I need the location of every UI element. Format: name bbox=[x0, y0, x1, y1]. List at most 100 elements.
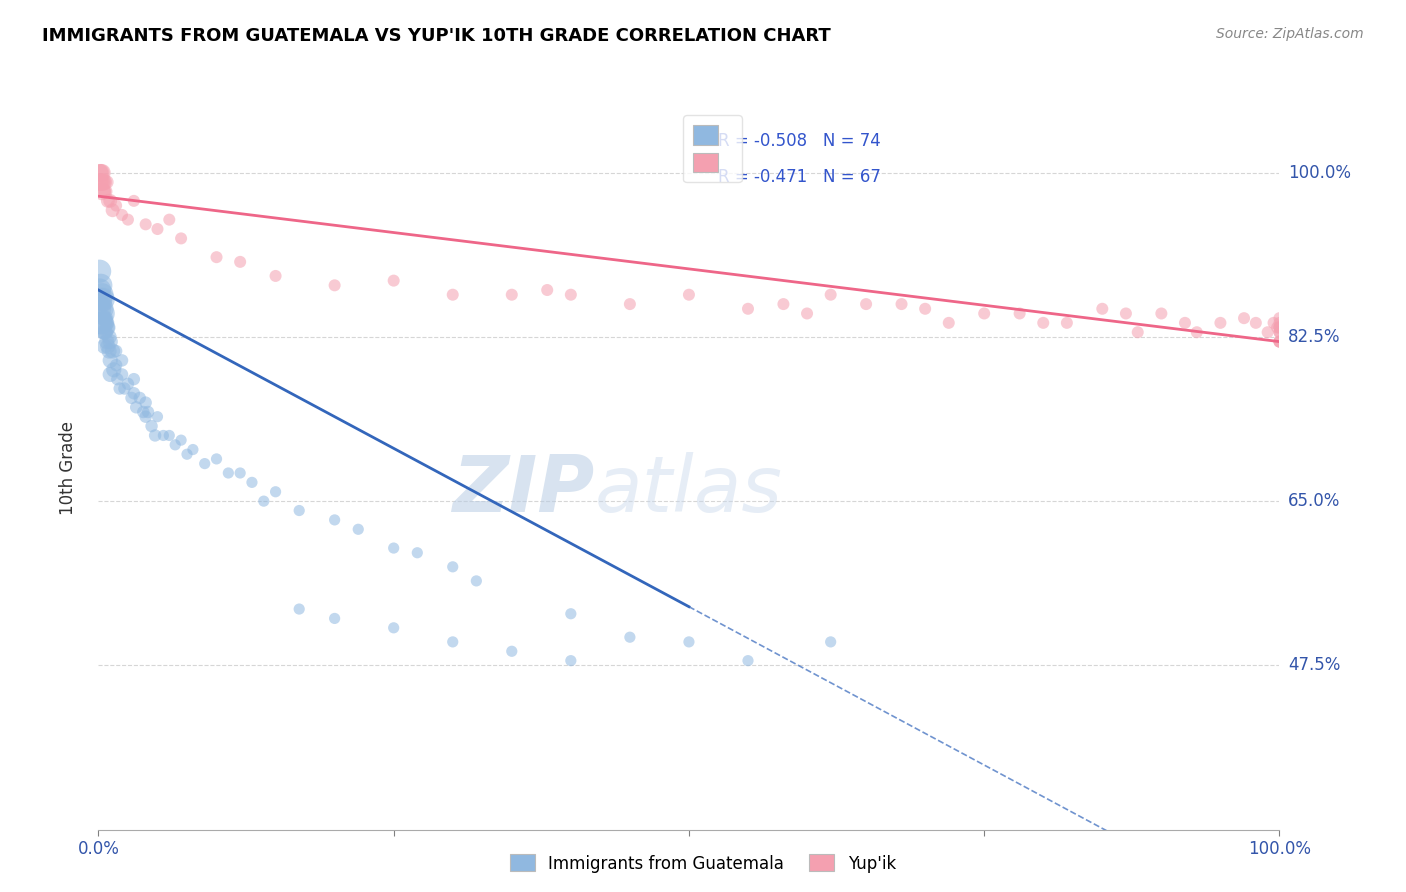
Point bbox=[96, 334, 118, 349]
Point bbox=[1268, 325, 1291, 339]
Point bbox=[128, 391, 150, 405]
Point bbox=[93, 339, 115, 353]
Point bbox=[89, 264, 111, 278]
Point bbox=[973, 306, 995, 320]
Text: IMMIGRANTS FROM GUATEMALA VS YUP'IK 10TH GRADE CORRELATION CHART: IMMIGRANTS FROM GUATEMALA VS YUP'IK 10TH… bbox=[42, 27, 831, 45]
Point bbox=[98, 368, 121, 382]
Text: 82.5%: 82.5% bbox=[1288, 328, 1340, 346]
Legend: , : , bbox=[683, 115, 742, 182]
Point bbox=[96, 175, 118, 189]
Point bbox=[1091, 301, 1114, 316]
Point bbox=[347, 522, 370, 536]
Point bbox=[194, 457, 217, 471]
Point bbox=[406, 546, 429, 560]
Y-axis label: 10th Grade: 10th Grade bbox=[59, 421, 77, 516]
Point bbox=[94, 325, 117, 339]
Point bbox=[117, 376, 139, 391]
Text: 100.0%: 100.0% bbox=[1288, 164, 1351, 182]
Point bbox=[98, 194, 121, 208]
Point bbox=[91, 293, 114, 307]
Point bbox=[855, 297, 877, 311]
Point bbox=[90, 316, 112, 330]
Point bbox=[205, 250, 228, 264]
Point bbox=[240, 475, 263, 490]
Point bbox=[98, 334, 121, 349]
Point bbox=[1268, 334, 1291, 349]
Point bbox=[890, 297, 912, 311]
Point bbox=[253, 494, 276, 508]
Point bbox=[122, 194, 145, 208]
Point bbox=[157, 212, 180, 227]
Point bbox=[1268, 320, 1291, 334]
Point bbox=[165, 438, 187, 452]
Point bbox=[93, 325, 115, 339]
Point bbox=[91, 316, 114, 330]
Point bbox=[97, 194, 120, 208]
Point bbox=[89, 175, 111, 189]
Point bbox=[135, 409, 157, 424]
Point bbox=[560, 287, 582, 301]
Point bbox=[619, 630, 641, 644]
Point bbox=[1150, 306, 1173, 320]
Point bbox=[91, 301, 114, 316]
Point bbox=[1126, 325, 1149, 339]
Point bbox=[229, 255, 252, 269]
Text: 47.5%: 47.5% bbox=[1288, 657, 1340, 674]
Point bbox=[678, 287, 700, 301]
Point bbox=[382, 274, 405, 288]
Point bbox=[796, 306, 818, 320]
Point bbox=[678, 635, 700, 649]
Point bbox=[441, 635, 464, 649]
Point bbox=[105, 372, 128, 386]
Point bbox=[143, 428, 166, 442]
Point bbox=[181, 442, 204, 457]
Point bbox=[96, 316, 118, 330]
Point bbox=[772, 297, 794, 311]
Text: atlas: atlas bbox=[595, 452, 782, 528]
Point bbox=[1008, 306, 1031, 320]
Point bbox=[90, 278, 112, 293]
Point bbox=[89, 301, 111, 316]
Text: ZIP: ZIP bbox=[453, 452, 595, 528]
Point bbox=[90, 293, 112, 307]
Point bbox=[91, 175, 114, 189]
Point bbox=[170, 433, 193, 447]
Point bbox=[105, 358, 128, 372]
Point bbox=[914, 301, 936, 316]
Point bbox=[382, 541, 405, 555]
Point bbox=[105, 198, 128, 212]
Point bbox=[98, 353, 121, 368]
Point bbox=[121, 391, 143, 405]
Point bbox=[264, 484, 287, 499]
Point bbox=[91, 185, 114, 199]
Point bbox=[441, 559, 464, 574]
Point bbox=[101, 344, 124, 359]
Point bbox=[1268, 316, 1291, 330]
Text: 65.0%: 65.0% bbox=[1288, 492, 1340, 510]
Point bbox=[105, 344, 128, 359]
Point bbox=[91, 306, 114, 320]
Point bbox=[1257, 325, 1279, 339]
Point bbox=[97, 339, 120, 353]
Point bbox=[89, 166, 111, 180]
Point bbox=[117, 212, 139, 227]
Point bbox=[103, 363, 125, 377]
Point bbox=[146, 409, 169, 424]
Point bbox=[94, 185, 117, 199]
Point bbox=[1268, 334, 1291, 349]
Point bbox=[90, 166, 112, 180]
Point bbox=[1209, 316, 1232, 330]
Point bbox=[98, 344, 121, 359]
Point bbox=[264, 268, 287, 283]
Point bbox=[141, 419, 163, 434]
Point bbox=[176, 447, 198, 461]
Point bbox=[111, 368, 134, 382]
Point bbox=[152, 428, 174, 442]
Text: R = -0.471   N = 67: R = -0.471 N = 67 bbox=[718, 169, 882, 186]
Point bbox=[1174, 316, 1197, 330]
Point bbox=[91, 287, 114, 301]
Point bbox=[1268, 320, 1291, 334]
Point bbox=[125, 401, 148, 415]
Point bbox=[1185, 325, 1208, 339]
Point bbox=[93, 297, 115, 311]
